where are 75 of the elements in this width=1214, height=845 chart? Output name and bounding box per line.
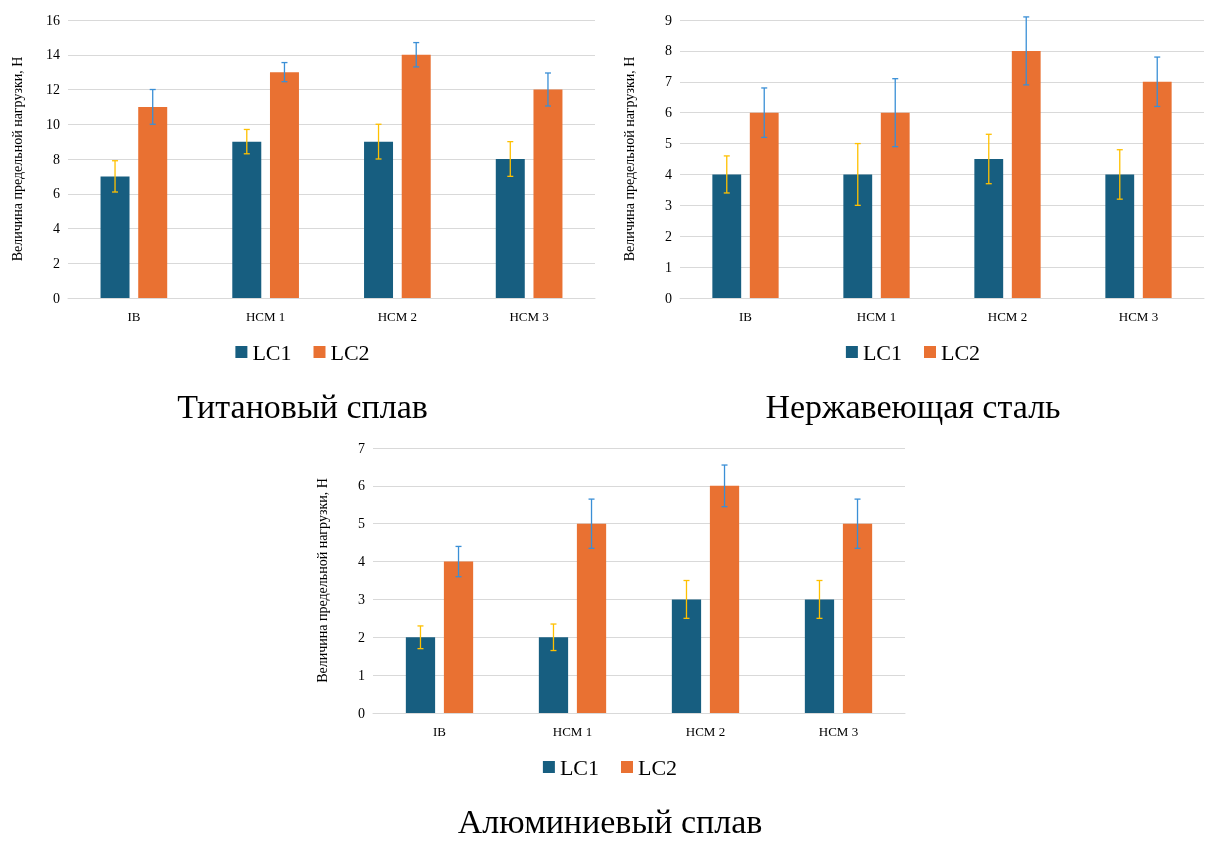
bar [576, 523, 607, 713]
legend-label: LC1 [559, 754, 600, 780]
bar [538, 637, 569, 713]
bar [1142, 81, 1172, 298]
bar [712, 174, 742, 298]
y-tick-label: 0 [665, 290, 672, 306]
bar [364, 141, 394, 298]
text: Алюминиевый сплав [457, 802, 763, 840]
x-tick-label: HCM 1 [245, 309, 286, 324]
y-tick-label: 10 [46, 116, 60, 132]
y-axis-title: Величина предельной нагрузки, Н [621, 56, 637, 262]
bar [709, 485, 740, 713]
y-tick-label: 7 [358, 440, 365, 456]
bar [974, 159, 1004, 298]
bar [842, 523, 873, 713]
bar [749, 112, 779, 298]
y-tick-label: 4 [358, 554, 365, 570]
y-tick-label: 1 [358, 667, 365, 683]
x-tick-label: HCM 1 [552, 724, 593, 739]
x-tick-label: HCM 1 [856, 309, 897, 324]
y-tick-label: 9 [665, 12, 672, 28]
y-axis-title: Величина предельной нагрузки, Н [314, 478, 330, 683]
bar [671, 599, 702, 713]
y-tick-label: 4 [53, 221, 60, 236]
x-tick-label: HCM 3 [1118, 309, 1159, 324]
text: Нержавеющая сталь [765, 387, 1061, 425]
bar [880, 112, 910, 298]
y-tick-label: 0 [358, 705, 365, 721]
x-tick-label: IB [127, 309, 141, 324]
x-tick-label: IB [433, 724, 447, 739]
bar [1105, 174, 1135, 298]
y-tick-label: 5 [358, 516, 365, 532]
x-tick-label: IB [739, 309, 753, 324]
legend-label: LC2 [941, 339, 981, 365]
bar [138, 106, 168, 298]
y-tick-label: 2 [53, 255, 60, 271]
x-tick-label: HCM 2 [685, 724, 726, 739]
y-tick-label: 16 [46, 12, 60, 28]
legend-label: LC1 [862, 339, 903, 365]
y-tick-label: 2 [665, 228, 672, 244]
bar [269, 72, 299, 298]
y-tick-label: 6 [358, 478, 365, 494]
legend-label: LC2 [330, 339, 370, 365]
legend-label: LC2 [638, 754, 678, 780]
y-tick-label: 7 [665, 74, 672, 90]
y-tick-label: 8 [665, 43, 672, 59]
bar [533, 89, 563, 298]
bar [443, 561, 474, 713]
bar [1011, 50, 1041, 298]
x-tick-label: HCM 2 [987, 309, 1028, 324]
y-tick-label: 0 [53, 290, 60, 306]
x-tick-label: HCM 3 [818, 724, 859, 739]
y-axis-title: Величина предельной нагрузки, Н [9, 56, 25, 262]
bar [405, 637, 436, 713]
bar [100, 176, 130, 298]
bar [804, 599, 835, 713]
x-tick-label: HCM 2 [377, 309, 418, 324]
y-tick-label: 8 [53, 151, 60, 167]
y-tick-label: 6 [665, 105, 672, 121]
legend-label: LC1 [252, 339, 292, 365]
bar [232, 141, 262, 298]
y-tick-label: 6 [53, 186, 60, 202]
y-tick-label: 1 [665, 259, 672, 275]
bar [401, 54, 431, 298]
y-tick-label: 3 [358, 591, 365, 607]
text: Титановый сплав [177, 387, 428, 425]
y-tick-label: 14 [46, 47, 60, 63]
y-tick-label: 3 [665, 197, 672, 213]
y-tick-label: 2 [358, 629, 365, 645]
bar [843, 174, 873, 298]
y-tick-label: 12 [46, 82, 60, 97]
x-tick-label: HCM 3 [509, 309, 549, 324]
y-tick-label: 5 [665, 136, 672, 152]
y-tick-label: 4 [665, 166, 672, 182]
bar [495, 159, 525, 298]
